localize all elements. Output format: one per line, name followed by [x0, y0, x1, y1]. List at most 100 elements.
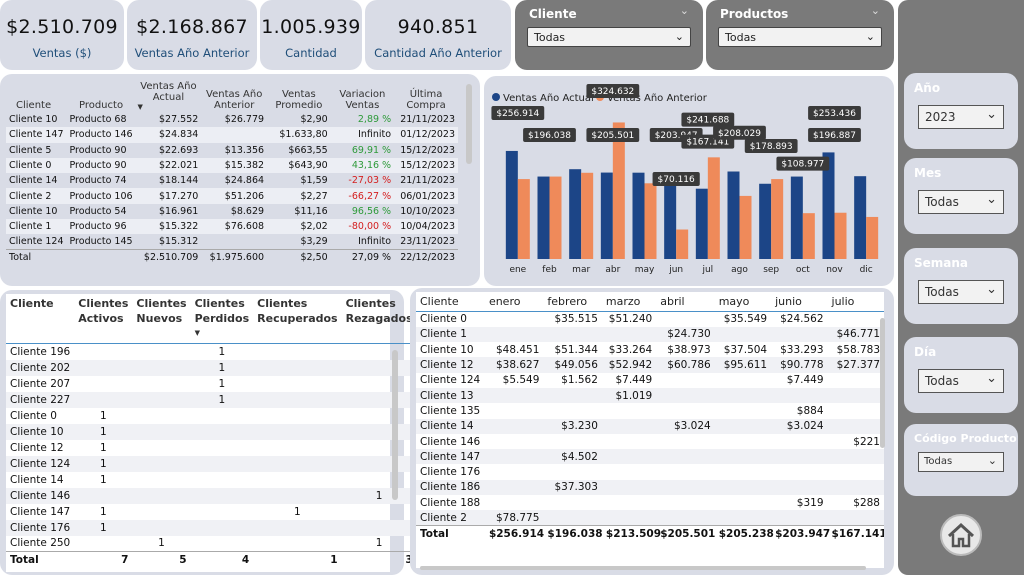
- table-cell: 1: [74, 519, 133, 536]
- table-row[interactable]: Cliente 202 1: [6, 359, 417, 376]
- col-header[interactable]: enero: [488, 295, 521, 308]
- col-header[interactable]: junio: [775, 295, 802, 308]
- chevron-down-icon[interactable]: ⌄: [679, 4, 689, 17]
- bar-anterior[interactable]: [707, 157, 720, 259]
- table-row[interactable]: Cliente 124 1: [6, 455, 417, 472]
- table-row[interactable]: Cliente 14 Producto 74 $18.144 $24.864 $1,59…: [6, 173, 458, 188]
- table-row[interactable]: Cliente 176: [416, 464, 884, 479]
- col-header[interactable]: Cliente: [16, 100, 52, 111]
- bar-actual[interactable]: [537, 176, 550, 259]
- table-row[interactable]: Cliente 147 Producto 146 $24.834 $1.633,80 I…: [6, 127, 458, 143]
- table-row[interactable]: Cliente 0 $35.515 $51.240 $35.549 $24.562: [416, 312, 884, 327]
- chevron-down-icon[interactable]: ⌄: [870, 4, 880, 17]
- col-header[interactable]: marzo: [605, 295, 641, 308]
- table-row[interactable]: Cliente 1 Producto 96 $15.322 $76.608 $2,02-…: [6, 219, 458, 235]
- bar-actual[interactable]: [505, 150, 518, 259]
- bar-anterior[interactable]: [549, 176, 562, 259]
- table-cell: [485, 312, 543, 327]
- bar-actual[interactable]: [727, 171, 740, 259]
- table-row[interactable]: Cliente 12 $38.627 $49.056 $52.942 $60.786 $9…: [416, 357, 884, 373]
- col-header[interactable]: Ventas Promedio: [275, 89, 323, 111]
- table-row[interactable]: Cliente 196 1: [6, 344, 417, 360]
- col-header[interactable]: Cliente: [10, 297, 54, 310]
- table-row[interactable]: Cliente 146 1: [6, 487, 417, 504]
- table-row[interactable]: Cliente 124 Producto 145 $15.312 $3,29 Infin…: [6, 234, 458, 249]
- table-row[interactable]: Cliente 14 $3.230 $3.024 $3.024: [416, 418, 884, 434]
- table-row[interactable]: Cliente 2 $78.775: [416, 510, 884, 526]
- bar-anterior[interactable]: [581, 172, 594, 259]
- bar-actual[interactable]: [664, 173, 677, 259]
- bar-actual[interactable]: [822, 152, 835, 259]
- col-header[interactable]: Clientes Rezagados: [345, 297, 413, 325]
- table-row[interactable]: Cliente 176 1: [6, 519, 417, 536]
- bar-actual[interactable]: [695, 188, 708, 259]
- semana-dropdown[interactable]: Todas ⌄: [918, 280, 1004, 304]
- bar-anterior[interactable]: [834, 212, 847, 259]
- bar-anterior[interactable]: [644, 183, 657, 259]
- table-scrollbar[interactable]: [466, 84, 472, 164]
- col-header[interactable]: Cliente: [420, 295, 459, 308]
- col-header[interactable]: Última Compra: [406, 89, 446, 111]
- table-row[interactable]: Cliente 250 1 1: [6, 536, 417, 552]
- bar-actual[interactable]: [632, 172, 645, 259]
- table-row[interactable]: Cliente 10 Producto 68 $27.552 $26.779 $2,90…: [6, 112, 458, 127]
- ano-dropdown[interactable]: 2023 ⌄: [918, 105, 1004, 129]
- table-cell: 21/11/2023: [400, 175, 455, 187]
- table-row[interactable]: Cliente 2 Producto 106 $17.270 $51.206 $2,27…: [6, 188, 458, 204]
- col-header[interactable]: abril: [660, 295, 685, 308]
- bar-anterior[interactable]: [739, 195, 752, 259]
- table-row[interactable]: Cliente 186 $37.303: [416, 479, 884, 496]
- table-row[interactable]: Cliente 12 1: [6, 440, 417, 456]
- horizontal-scrollbar[interactable]: [420, 566, 866, 570]
- table-row[interactable]: Cliente 0 Producto 90 $22.021 $15.382 $643,9…: [6, 157, 458, 174]
- col-header[interactable]: febrero: [547, 295, 588, 308]
- col-header[interactable]: Ventas Año Anterior: [206, 89, 263, 111]
- col-header[interactable]: julio: [831, 295, 855, 308]
- productos-dropdown[interactable]: Todas ⌄: [718, 27, 882, 47]
- table-row[interactable]: Cliente 10 Producto 54 $16.961 $8.629 $11,16…: [6, 204, 458, 219]
- col-header[interactable]: Ventas Año Actual ▼: [137, 81, 197, 111]
- table-cell: [715, 464, 771, 479]
- table-row[interactable]: Cliente 10 $48.451 $51.344 $33.264 $38.973 $3…: [416, 342, 884, 357]
- table-row[interactable]: Cliente 135 $884: [416, 403, 884, 418]
- bar-actual[interactable]: [569, 169, 582, 259]
- bar-anterior[interactable]: [517, 179, 530, 259]
- table-row[interactable]: Cliente 207 1: [6, 376, 417, 392]
- dia-dropdown[interactable]: Todas ⌄: [918, 369, 1004, 393]
- table-row[interactable]: Cliente 1 $24.730 $46.771: [416, 326, 884, 343]
- col-header[interactable]: Clientes Nuevos: [136, 297, 187, 325]
- table-row[interactable]: Cliente 146 $221: [416, 434, 884, 449]
- home-button[interactable]: [940, 514, 982, 556]
- table-row[interactable]: Cliente 147 1 1: [6, 504, 417, 520]
- col-header[interactable]: Producto: [78, 100, 124, 111]
- bar-actual[interactable]: [790, 176, 803, 259]
- table-cell: 1: [99, 473, 107, 486]
- bar-actual[interactable]: [854, 176, 867, 259]
- col-header[interactable]: Clientes Recuperados: [257, 297, 338, 325]
- table-row[interactable]: Cliente 188 $319 $288: [416, 495, 884, 510]
- col-header[interactable]: Variacion Ventas: [339, 89, 386, 111]
- bar-actual[interactable]: [759, 183, 772, 259]
- bar-anterior[interactable]: [676, 229, 689, 259]
- table-row[interactable]: Cliente 124 $5.549 $1.562 $7.449 $7.449: [416, 373, 884, 388]
- col-header[interactable]: mayo: [718, 295, 750, 308]
- bar-anterior[interactable]: [802, 213, 815, 259]
- table-row[interactable]: Cliente 10 1: [6, 423, 417, 440]
- table-row[interactable]: Cliente 5 Producto 90 $22.693 $13.356 $663,5…: [6, 143, 458, 158]
- table-row[interactable]: Cliente 147 $4.502: [416, 449, 884, 465]
- col-header[interactable]: Clientes Perdidos ▼: [194, 297, 250, 337]
- col-header[interactable]: Clientes Activos: [78, 297, 129, 325]
- table-scrollbar[interactable]: [392, 350, 398, 500]
- bar-anterior[interactable]: [771, 179, 784, 259]
- vertical-scrollbar[interactable]: [880, 318, 885, 448]
- table-row[interactable]: Cliente 13 $1.019: [416, 387, 884, 404]
- bar-actual[interactable]: [600, 172, 613, 259]
- mes-dropdown[interactable]: Todas ⌄: [918, 190, 1004, 214]
- bar-anterior[interactable]: [612, 122, 625, 260]
- table-row[interactable]: Cliente 227 1: [6, 391, 417, 408]
- table-row[interactable]: Cliente 0 1: [6, 408, 417, 424]
- table-row[interactable]: Cliente 14 1: [6, 472, 417, 488]
- codigo-producto-dropdown[interactable]: Todas ⌄: [918, 452, 1004, 472]
- bar-anterior[interactable]: [866, 216, 879, 259]
- cliente-dropdown[interactable]: Todas ⌄: [527, 27, 691, 47]
